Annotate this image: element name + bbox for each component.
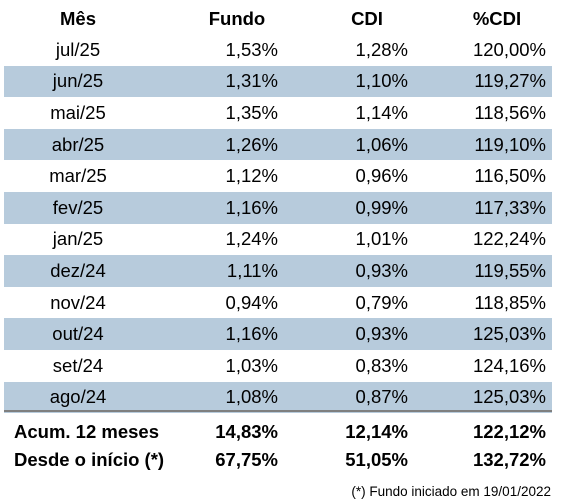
- cell-cdi: 0,99%: [355, 196, 408, 218]
- cell-fundo: 1,26%: [225, 133, 278, 155]
- cell-fundo: 0,94%: [225, 291, 278, 313]
- cell-mes: abr/25: [51, 133, 105, 155]
- cell-mes: mar/25: [49, 165, 107, 187]
- cell-mes: jun/25: [52, 70, 104, 92]
- cell-pcdi: 120,00%: [472, 38, 546, 60]
- cell-cdi: 0,93%: [355, 259, 408, 281]
- table-row: out/24 1,16% 0,93% 125,03%: [4, 318, 552, 350]
- cell-cdi: 1,10%: [355, 70, 408, 92]
- cell-fundo: 1,16%: [225, 323, 278, 345]
- cell-cdi: 0,79%: [355, 291, 408, 313]
- summary-pcdi: 132,72%: [472, 449, 546, 470]
- cell-pcdi: 118,85%: [474, 291, 546, 313]
- table-row: jun/25 1,31% 1,10% 119,27%: [4, 65, 552, 98]
- table-row: set/24 1,03% 0,83% 124,16%: [4, 350, 552, 382]
- table-row: jan/25 1,24% 1,01% 122,24%: [4, 224, 552, 256]
- cell-mes: fev/25: [52, 196, 104, 218]
- cell-cdi: 0,93%: [355, 323, 408, 345]
- table-row: fev/25 1,16% 0,99% 117,33%: [4, 191, 552, 224]
- summary-pcdi: 122,12%: [472, 421, 546, 442]
- cell-pcdi: 117,33%: [474, 196, 546, 218]
- cell-mes: dez/24: [50, 259, 106, 281]
- cell-fundo: 1,53%: [225, 38, 278, 60]
- cell-cdi: 1,28%: [355, 38, 408, 60]
- table-row: ago/24 1,08% 0,87% 125,03%: [4, 381, 552, 414]
- table-row: dez/24 1,11% 0,93% 119,55%: [4, 255, 552, 287]
- cell-pcdi: 125,03%: [472, 323, 546, 345]
- summary-fundo: 14,83%: [215, 421, 278, 442]
- cell-mes: mai/25: [50, 101, 106, 123]
- cell-fundo: 1,11%: [226, 259, 278, 281]
- table-row: mai/25 1,35% 1,14% 118,56%: [4, 97, 552, 129]
- summary-fundo: 67,75%: [215, 449, 278, 470]
- cell-mes: jul/25: [55, 38, 101, 60]
- cell-cdi: 1,14%: [355, 101, 408, 123]
- cell-pcdi: 125,03%: [472, 386, 546, 408]
- cell-fundo: 1,31%: [225, 70, 278, 92]
- cell-pcdi: 124,16%: [472, 354, 546, 376]
- summary-cdi: 51,05%: [345, 449, 408, 470]
- cell-pcdi: 122,24%: [472, 228, 546, 250]
- returns-table: Mês Fundo CDI %CDI jul/25 1,53% 1,28% 12…: [4, 4, 552, 414]
- summary-row-desde-o-inicio: Desde o início (*) 67,75% 51,05% 132,72%: [4, 446, 552, 474]
- table-row: nov/24 0,94% 0,79% 118,85%: [4, 287, 552, 319]
- summary-row-acum-12-meses: Acum. 12 meses 14,83% 12,14% 122,12%: [4, 418, 552, 446]
- summary-label: Desde o início (*): [14, 449, 165, 470]
- table-row: abr/25 1,26% 1,06% 119,10%: [4, 128, 552, 161]
- cell-cdi: 1,06%: [355, 133, 408, 155]
- cell-mes: nov/24: [50, 291, 106, 313]
- cell-fundo: 1,16%: [225, 196, 278, 218]
- cell-cdi: 1,01%: [355, 228, 408, 250]
- cell-fundo: 1,08%: [225, 386, 278, 408]
- table-row: jul/25 1,53% 1,28% 120,00%: [4, 34, 552, 66]
- table-header: Mês Fundo CDI %CDI: [4, 4, 552, 34]
- cell-pcdi: 119,10%: [474, 133, 546, 155]
- cell-fundo: 1,35%: [225, 101, 278, 123]
- summary-label: Acum. 12 meses: [14, 421, 160, 442]
- cell-cdi: 0,96%: [355, 165, 408, 187]
- cell-pcdi: 116,50%: [474, 165, 546, 187]
- summary-section: Acum. 12 meses 14,83% 12,14% 122,12% Des…: [4, 418, 552, 474]
- cell-pcdi: 119,27%: [474, 70, 546, 92]
- cell-mes: jan/25: [52, 228, 104, 250]
- cell-pcdi: 119,55%: [474, 259, 546, 281]
- cell-fundo: 1,03%: [225, 354, 278, 376]
- cell-mes: set/24: [52, 354, 104, 376]
- summary-divider: [4, 410, 552, 412]
- cell-fundo: 1,12%: [225, 165, 278, 187]
- cell-mes: out/24: [52, 323, 104, 345]
- header-cdi: CDI: [351, 8, 383, 29]
- cell-mes: ago/24: [49, 386, 107, 408]
- header-pcdi: %CDI: [472, 8, 522, 29]
- header-fundo: Fundo: [208, 8, 266, 29]
- summary-cdi: 12,14%: [345, 421, 408, 442]
- cell-pcdi: 118,56%: [474, 101, 546, 123]
- footnote: (*) Fundo iniciado em 19/01/2022: [351, 484, 551, 499]
- header-mes: Mês: [60, 8, 96, 29]
- cell-fundo: 1,24%: [225, 228, 278, 250]
- table-row: mar/25 1,12% 0,96% 116,50%: [4, 160, 552, 192]
- cell-cdi: 0,83%: [355, 354, 408, 376]
- cell-cdi: 0,87%: [355, 386, 408, 408]
